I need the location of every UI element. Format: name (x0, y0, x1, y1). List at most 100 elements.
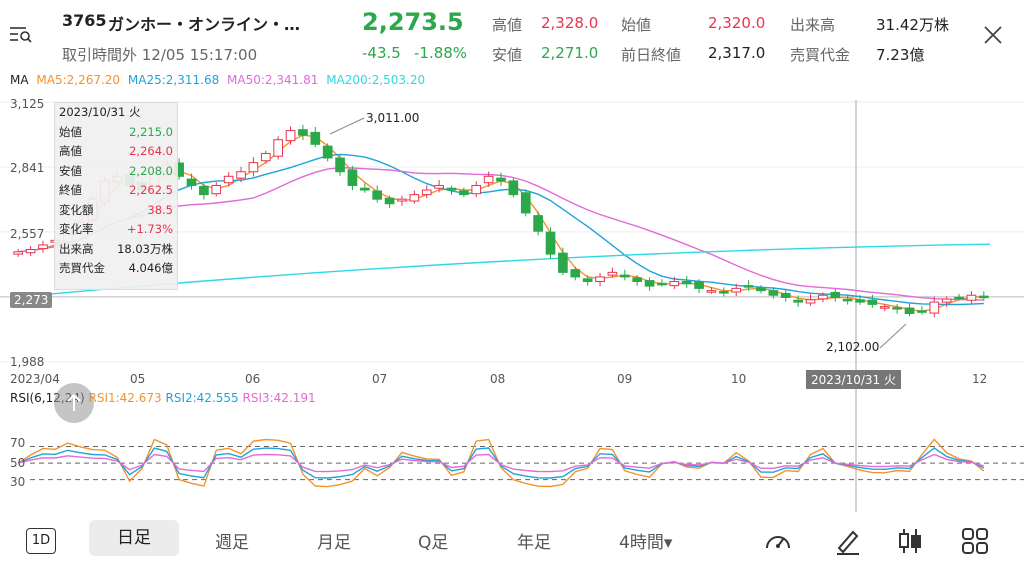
candle-body (917, 310, 927, 313)
tab-monthly[interactable]: 月足 (317, 533, 351, 553)
stat-value: 2,271.0 (541, 44, 599, 62)
ma5-legend: MA5:2,267.20 (36, 73, 121, 87)
candle-body (508, 180, 519, 196)
tooltip-value: 2,208.0 (129, 163, 173, 178)
current-price: 2,273.5 (362, 8, 464, 36)
candle-body (731, 287, 742, 293)
candle-body (496, 177, 506, 182)
close-icon[interactable] (982, 24, 1004, 46)
candle-body (892, 307, 902, 310)
tab-daily[interactable]: 日足 (89, 520, 179, 556)
header: 3765 ガンホー・オンライン・… 取引時間外 12/05 15:17:00 2… (0, 0, 1024, 70)
stock-name: ガンホー・オンライン・… (108, 15, 301, 34)
stat-label: 出来高 (790, 16, 836, 34)
candle-body (298, 129, 308, 136)
candle-body (619, 274, 630, 278)
candle-body (719, 291, 729, 294)
candle-body (520, 192, 531, 214)
tooltip-value: +1.73% (126, 222, 173, 236)
tab-1d[interactable]: 1D (26, 528, 56, 554)
candle-body (483, 175, 494, 184)
tooltip-value: 38.5 (147, 202, 173, 217)
list-search-icon[interactable] (8, 24, 34, 44)
x-tick-label: 2023/04 (10, 372, 60, 386)
tooltip-value: 2,262.5 (129, 183, 173, 197)
stat-value: 2,320.0 (708, 14, 766, 32)
tab-4hour[interactable]: 4時間▾ (619, 533, 673, 553)
rsi2-line (17, 447, 985, 479)
tooltip-label: 変化率 (59, 222, 94, 236)
tab-weekly[interactable]: 週足 (215, 533, 249, 553)
candle-body (186, 178, 197, 186)
stat-label: 売買代金 (790, 46, 851, 64)
candle-body (595, 276, 605, 283)
y-tick-label: 3,125 (10, 97, 45, 111)
low-leader-line (879, 323, 907, 349)
candle-body (780, 292, 791, 299)
tooltip-label: 売買代金 (59, 261, 105, 275)
candle-body (434, 184, 444, 189)
y-tick-label: 2,557 (10, 227, 45, 241)
x-tick-label: 09 (617, 372, 633, 386)
candle-body (248, 162, 259, 173)
tooltip-row: 売買代金 4.046億 (55, 259, 177, 279)
candle-body (570, 269, 581, 278)
stat-label: 安値 (492, 46, 523, 64)
candle-body (954, 296, 964, 300)
x-tick-label: 10 (731, 372, 747, 386)
low-annotation: 2,102.00 (826, 340, 880, 354)
candle-body (285, 130, 296, 142)
candle-body (409, 194, 420, 202)
tab-quarterly[interactable]: Q足 (418, 533, 449, 553)
tooltip-row: 変化率 +1.73% (55, 220, 177, 240)
stat-value: 2,328.0 (541, 14, 599, 32)
candle-body (558, 252, 568, 273)
tooltip-label: 高値 (59, 144, 82, 158)
candle-body (446, 187, 457, 191)
candle-body (818, 294, 828, 300)
candle-body (842, 298, 853, 302)
pen-icon[interactable] (833, 526, 863, 556)
candle-body (929, 301, 940, 314)
tooltip-value: 18.03万株 (117, 241, 173, 256)
trading-status: 取引時間外 12/05 15:17:00 (62, 46, 258, 64)
x-tick-label: 07 (372, 372, 388, 386)
rsi1-line (17, 438, 985, 488)
grid-icon[interactable] (960, 526, 990, 556)
candle-body (260, 152, 271, 162)
stat-label: 高値 (492, 16, 523, 34)
candle-body (13, 251, 24, 255)
rsi2-legend: RSI2:42.555 (165, 391, 239, 405)
ma50-legend: MA50:2,341.81 (227, 73, 319, 87)
candle-body (421, 189, 432, 196)
rsi-tick-label: 50 (10, 456, 26, 470)
candle-body (335, 157, 345, 173)
candle-body (805, 299, 816, 304)
candle-body (669, 281, 680, 287)
rsi3-legend: RSI3:42.191 (242, 391, 316, 405)
current-price-tag: 2,273 (10, 292, 53, 308)
candle-body (768, 290, 779, 296)
x-tick-label: 12 (972, 372, 988, 386)
price-change: -43.5 (362, 44, 401, 62)
speedometer-icon[interactable] (763, 526, 793, 556)
candle-body (941, 298, 952, 303)
candle-body (793, 299, 803, 303)
tab-yearly[interactable]: 年足 (517, 533, 551, 553)
candle-body (372, 190, 383, 200)
x-tick-label: 08 (490, 372, 506, 386)
candle-type-icon[interactable] (895, 526, 925, 556)
candle-body (347, 169, 358, 186)
drag-handle-icon[interactable] (54, 383, 94, 423)
tooltip-value: 4.046億 (128, 261, 173, 275)
tooltip-label: 出来高 (59, 241, 94, 256)
candle-body (533, 215, 543, 232)
high-leader-line (329, 117, 365, 135)
candle-body (694, 281, 704, 289)
crosshair-date-tag: 2023/10/31 火 (806, 370, 901, 389)
candle-body (644, 280, 655, 287)
stat-label: 前日終値 (621, 46, 682, 64)
stat-label: 始値 (621, 16, 652, 34)
candle-body (322, 145, 333, 159)
tooltip-row: 始値 2,215.0 (55, 123, 177, 143)
